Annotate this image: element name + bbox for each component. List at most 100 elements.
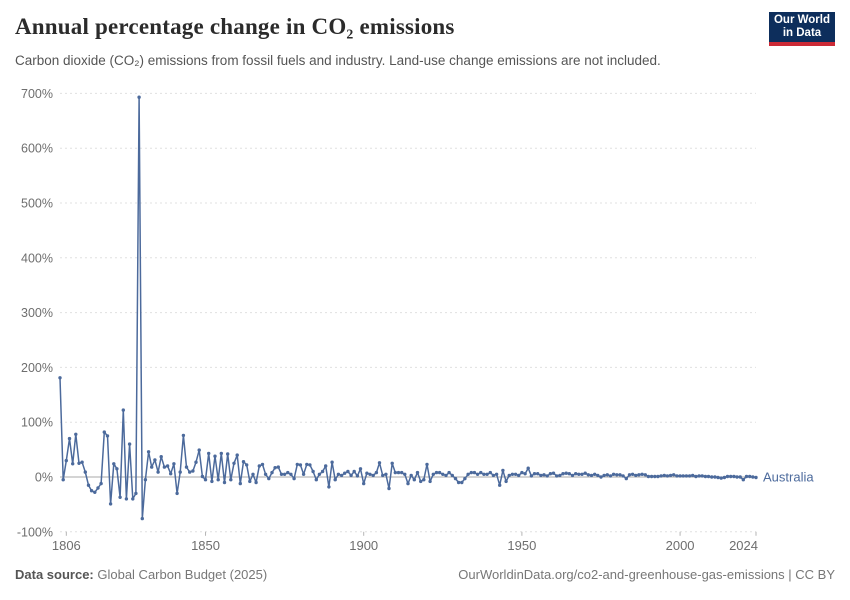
data-point xyxy=(254,480,258,485)
data-point xyxy=(678,474,682,478)
data-point xyxy=(336,472,341,476)
data-point xyxy=(710,475,714,479)
data-point xyxy=(286,470,290,475)
data-point xyxy=(713,475,717,479)
data-source[interactable]: Data source: Global Carbon Budget (2025) xyxy=(15,567,267,582)
data-point xyxy=(523,472,527,476)
data-point xyxy=(437,470,442,475)
data-point xyxy=(456,480,461,485)
data-point xyxy=(665,474,670,478)
data-point xyxy=(400,470,404,475)
data-point xyxy=(583,471,587,475)
data-point xyxy=(618,473,622,477)
data-point xyxy=(687,474,692,478)
data-point xyxy=(472,470,477,475)
data-points xyxy=(58,95,758,521)
data-point xyxy=(181,433,186,438)
data-point xyxy=(574,472,578,476)
data-point xyxy=(365,471,369,475)
data-point xyxy=(194,460,198,464)
line-chart[interactable]: -100% 0% 100% 200% 300% 400% 500% 600% 700% 1806 1… xyxy=(0,86,850,556)
series-australia[interactable] xyxy=(59,96,757,520)
data-point xyxy=(729,474,733,479)
data-point xyxy=(80,460,84,464)
data-point xyxy=(362,481,366,486)
data-point xyxy=(213,454,217,458)
data-point xyxy=(479,470,483,475)
data-point xyxy=(577,472,581,476)
data-point xyxy=(412,478,416,482)
data-point xyxy=(706,474,711,479)
data-point xyxy=(188,470,192,474)
data-point xyxy=(719,476,723,480)
data-point xyxy=(735,475,739,479)
data-point xyxy=(292,476,296,481)
data-point xyxy=(434,470,439,475)
line-chart-canvas[interactable]: -100%0%100%200%300%400%500%600%700%1806 1… xyxy=(0,86,850,556)
y-tick-label: 500% xyxy=(21,197,53,211)
data-point xyxy=(263,472,268,476)
series-label[interactable]: Australia xyxy=(763,470,814,485)
data-point xyxy=(491,473,496,478)
data-point xyxy=(450,473,454,478)
data-point xyxy=(548,472,553,476)
data-point xyxy=(143,478,148,482)
data-point xyxy=(637,473,641,477)
data-point xyxy=(276,465,280,469)
data-point xyxy=(520,470,524,475)
data-point xyxy=(539,473,543,478)
data-point xyxy=(118,495,122,499)
data-point xyxy=(260,462,265,467)
data-point xyxy=(232,461,236,465)
data-point xyxy=(169,472,173,476)
owid-logo-line2: in Data xyxy=(782,27,822,39)
data-point xyxy=(475,472,480,476)
y-tick-label: 600% xyxy=(21,142,53,156)
data-point xyxy=(627,473,632,477)
data-point xyxy=(643,473,647,477)
data-point xyxy=(222,480,227,485)
data-point xyxy=(150,465,154,469)
data-point xyxy=(58,376,62,380)
data-point xyxy=(115,467,119,471)
data-point xyxy=(453,476,458,481)
x-tick-label: 2000 xyxy=(666,538,695,553)
data-line[interactable] xyxy=(59,96,757,520)
data-point xyxy=(545,474,549,478)
data-point xyxy=(146,450,151,454)
data-point xyxy=(289,472,293,476)
data-point xyxy=(371,473,375,478)
data-point xyxy=(558,473,562,478)
data-point xyxy=(564,471,568,475)
data-point xyxy=(567,472,571,476)
data-point xyxy=(659,474,663,478)
data-point xyxy=(605,473,609,477)
data-point xyxy=(460,480,464,485)
data-point xyxy=(428,479,432,484)
data-point xyxy=(67,436,72,441)
data-point xyxy=(425,462,429,467)
data-point xyxy=(498,483,502,487)
data-point xyxy=(621,474,625,478)
footer-link[interactable]: OurWorldinData.org/co2-and-greenhouse-ga… xyxy=(458,567,835,582)
data-point xyxy=(137,95,141,99)
data-point xyxy=(675,474,679,478)
data-point xyxy=(108,502,113,506)
data-point xyxy=(203,478,208,482)
y-tick-label: 0% xyxy=(35,471,53,485)
data-point xyxy=(419,479,423,484)
data-point xyxy=(634,473,638,478)
data-point xyxy=(165,464,170,468)
data-point xyxy=(646,474,651,479)
data-point xyxy=(580,472,584,476)
data-point xyxy=(751,475,755,479)
data-point xyxy=(396,470,401,475)
data-point xyxy=(298,463,303,467)
data-point xyxy=(441,472,445,476)
data-point xyxy=(219,451,223,456)
data-point xyxy=(602,473,606,478)
data-point xyxy=(134,491,138,496)
data-point xyxy=(536,472,540,476)
owid-logo[interactable]: Our World in Data xyxy=(769,12,835,46)
